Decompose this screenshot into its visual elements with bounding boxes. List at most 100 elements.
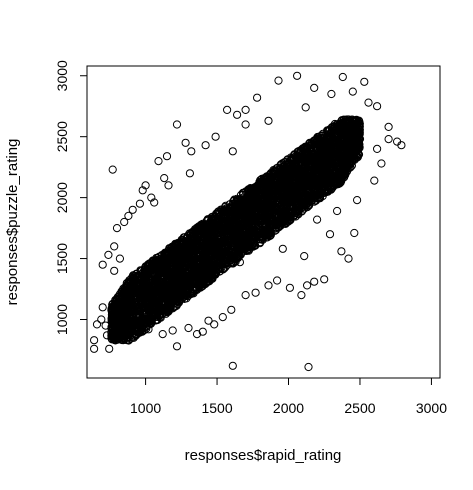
data-point [242, 246, 251, 255]
data-point [107, 314, 116, 323]
data-point [338, 153, 347, 163]
data-point [225, 203, 234, 212]
data-point [251, 200, 261, 209]
data-point [311, 196, 320, 205]
data-point [266, 168, 276, 178]
data-point [241, 198, 250, 207]
data-point [191, 238, 200, 247]
data-point [200, 222, 209, 231]
data-point [137, 296, 146, 305]
data-point [286, 153, 295, 162]
data-point [299, 204, 309, 213]
data-point [146, 286, 155, 295]
data-point [177, 289, 186, 298]
data-point [173, 255, 182, 264]
data-point [165, 254, 174, 263]
data-point [339, 128, 348, 137]
data-point [161, 249, 170, 258]
data-point [299, 170, 308, 179]
data-point [177, 236, 186, 245]
data-point [297, 150, 306, 160]
points-layer [90, 71, 406, 372]
data-point [303, 172, 312, 181]
data-point [140, 315, 149, 324]
data-point [340, 162, 349, 171]
data-point [147, 260, 156, 269]
data-point [214, 252, 223, 261]
data-point [122, 333, 131, 342]
data-point [306, 192, 315, 201]
data-point [161, 266, 170, 275]
data-point [335, 177, 344, 186]
data-point [238, 196, 247, 205]
data-point [198, 219, 207, 228]
data-point [333, 151, 342, 160]
data-point [306, 153, 315, 162]
data-point [182, 272, 191, 281]
data-point [332, 126, 341, 135]
data-point [280, 206, 290, 215]
data-point [178, 292, 187, 301]
data-point [336, 155, 345, 165]
data-point [320, 150, 329, 159]
data-point [143, 301, 152, 310]
data-point [255, 224, 264, 233]
data-point [182, 269, 191, 278]
data-point [155, 283, 164, 292]
data-point [117, 287, 127, 297]
data-point [262, 228, 271, 237]
data-point [199, 235, 208, 245]
data-point [203, 215, 212, 224]
data-point [314, 154, 323, 164]
data-point [163, 294, 172, 303]
data-point [294, 159, 303, 169]
data-point [252, 204, 261, 213]
data-point [173, 272, 182, 281]
data-point [134, 280, 143, 289]
data-point [285, 193, 294, 202]
data-point [302, 197, 311, 206]
data-point [255, 239, 265, 248]
data-point [192, 242, 201, 251]
data-point [307, 152, 316, 161]
data-point [291, 152, 300, 161]
data-point [355, 122, 364, 131]
data-point [189, 242, 198, 251]
data-point [190, 226, 199, 236]
data-point [121, 287, 130, 296]
data-point [118, 332, 127, 341]
data-point [319, 179, 328, 188]
data-point [224, 236, 233, 245]
data-point [271, 202, 280, 211]
data-point [282, 207, 291, 216]
data-point [289, 154, 298, 163]
data-point [340, 134, 349, 143]
data-point [110, 319, 119, 328]
data-point [234, 204, 243, 213]
data-point [352, 122, 361, 131]
data-point [315, 189, 324, 198]
data-point [293, 195, 302, 204]
data-point [146, 315, 156, 324]
data-point [277, 190, 286, 199]
data-point [147, 310, 156, 319]
data-point [314, 157, 323, 166]
data-point [110, 307, 119, 316]
data-point [140, 319, 149, 328]
data-point [228, 207, 237, 216]
data-point [155, 267, 164, 276]
data-point [266, 215, 275, 225]
data-point [327, 128, 337, 138]
data-point [130, 307, 139, 316]
data-point [170, 265, 179, 274]
data-point [312, 168, 322, 177]
data-point [318, 131, 327, 140]
data-point [145, 300, 154, 309]
data-point [329, 177, 338, 186]
data-point [253, 196, 262, 205]
data-point [276, 201, 285, 210]
data-point [130, 271, 139, 281]
data-point [305, 162, 314, 171]
data-point [236, 209, 245, 219]
